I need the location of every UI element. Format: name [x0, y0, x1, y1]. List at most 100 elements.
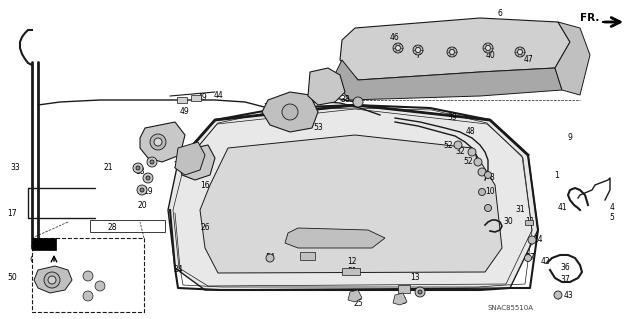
Text: 53: 53 [313, 123, 323, 132]
Circle shape [353, 97, 363, 107]
Text: 33: 33 [10, 164, 20, 173]
Circle shape [486, 46, 490, 50]
Text: 38: 38 [340, 95, 350, 105]
Text: SNAC85510A: SNAC85510A [487, 305, 533, 311]
Polygon shape [168, 105, 538, 290]
Circle shape [146, 176, 150, 180]
Polygon shape [262, 92, 318, 132]
Polygon shape [332, 60, 562, 100]
Text: 9: 9 [568, 133, 572, 143]
Text: 50: 50 [167, 137, 177, 146]
Text: 2: 2 [109, 249, 115, 258]
Text: 18: 18 [135, 167, 145, 176]
Circle shape [525, 255, 531, 262]
Circle shape [147, 157, 157, 167]
Text: 49: 49 [180, 108, 190, 116]
Bar [191, 95, 201, 101]
Text: 11: 11 [525, 218, 535, 226]
Circle shape [133, 163, 143, 173]
Text: 26: 26 [200, 224, 210, 233]
Circle shape [484, 204, 492, 211]
Text: 43: 43 [563, 291, 573, 300]
Polygon shape [285, 228, 385, 248]
Text: 1: 1 [555, 170, 559, 180]
Circle shape [31, 255, 39, 263]
Text: 4: 4 [609, 204, 614, 212]
Bar [342, 268, 360, 275]
Polygon shape [348, 290, 362, 302]
Polygon shape [178, 145, 215, 180]
Text: 3: 3 [415, 288, 420, 298]
Text: 42: 42 [540, 257, 550, 266]
Bar [177, 97, 187, 103]
Text: 23: 23 [85, 298, 95, 307]
Polygon shape [393, 293, 407, 305]
Text: 8: 8 [490, 174, 494, 182]
Text: 41: 41 [557, 204, 567, 212]
Circle shape [136, 166, 140, 170]
Circle shape [44, 272, 60, 288]
Text: 50: 50 [7, 273, 17, 283]
Polygon shape [308, 68, 345, 105]
Text: 35: 35 [317, 73, 327, 83]
Text: 46: 46 [390, 33, 400, 42]
Text: 10: 10 [485, 188, 495, 197]
Text: 32: 32 [455, 147, 465, 157]
Text: 52: 52 [463, 158, 473, 167]
Text: 45: 45 [397, 298, 407, 307]
Circle shape [515, 47, 525, 57]
Circle shape [468, 148, 476, 156]
Bar [300, 252, 315, 260]
Text: 37: 37 [560, 276, 570, 285]
Circle shape [415, 48, 420, 53]
Text: 51: 51 [347, 268, 357, 277]
Bar [525, 220, 533, 225]
Text: 15: 15 [305, 253, 315, 262]
Circle shape [484, 172, 492, 179]
Circle shape [143, 173, 153, 183]
Text: 24: 24 [173, 265, 183, 275]
Circle shape [479, 189, 486, 196]
Circle shape [415, 287, 425, 297]
Text: B-9: B-9 [38, 241, 51, 247]
Text: 20: 20 [137, 201, 147, 210]
Text: 21: 21 [103, 164, 113, 173]
Circle shape [137, 185, 147, 195]
Circle shape [449, 49, 454, 55]
Bar [398, 285, 410, 293]
Polygon shape [200, 135, 502, 273]
Text: 7: 7 [415, 50, 420, 60]
Circle shape [528, 236, 536, 244]
Circle shape [282, 104, 298, 120]
Circle shape [478, 168, 486, 176]
Circle shape [154, 138, 162, 146]
Text: 54: 54 [265, 254, 275, 263]
Circle shape [48, 276, 56, 284]
Circle shape [140, 188, 144, 192]
Bar [32, 238, 144, 312]
Circle shape [83, 271, 93, 281]
Circle shape [393, 43, 403, 53]
Text: 34: 34 [263, 103, 273, 113]
Text: 52: 52 [443, 140, 453, 150]
Text: 40: 40 [485, 50, 495, 60]
Circle shape [454, 141, 462, 149]
Circle shape [474, 158, 482, 166]
Polygon shape [140, 122, 185, 162]
Circle shape [266, 254, 274, 262]
Text: 30: 30 [503, 218, 513, 226]
Circle shape [150, 134, 166, 150]
Text: 27: 27 [525, 254, 535, 263]
Circle shape [413, 45, 423, 55]
Text: 48: 48 [465, 128, 475, 137]
Text: 14: 14 [533, 235, 543, 244]
Text: FR.: FR. [580, 13, 600, 23]
FancyArrowPatch shape [603, 18, 620, 26]
Text: 47: 47 [523, 56, 533, 64]
Circle shape [483, 43, 493, 53]
Text: 16: 16 [200, 181, 210, 189]
Circle shape [396, 46, 401, 50]
Text: 31: 31 [515, 205, 525, 214]
Polygon shape [555, 22, 590, 95]
Polygon shape [34, 266, 72, 293]
